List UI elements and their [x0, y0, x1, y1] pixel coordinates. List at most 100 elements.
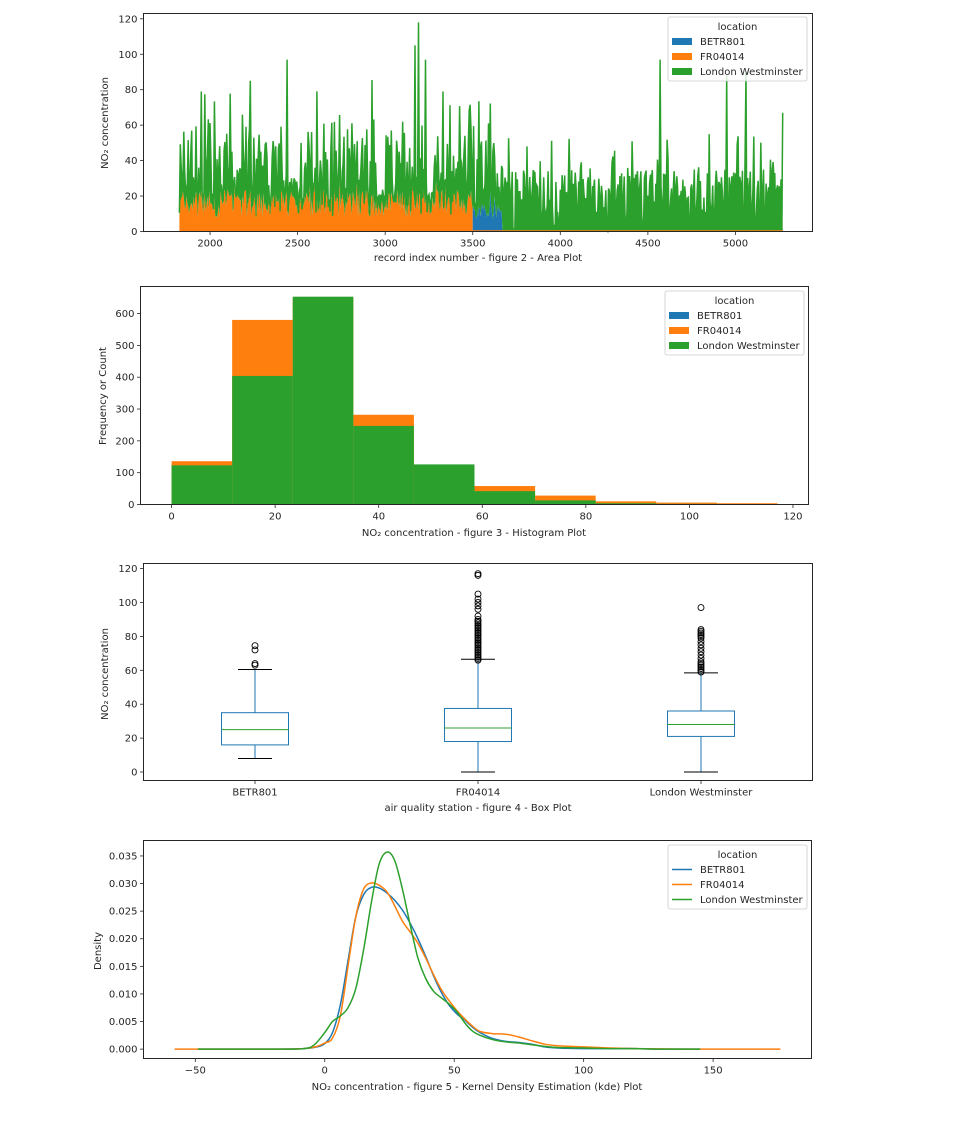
box-outlier — [474, 602, 482, 610]
y-tick-label: 400 — [115, 373, 134, 384]
x-tick-label: FR04014 — [456, 788, 501, 799]
box-London-Westminster — [667, 604, 735, 773]
box-outlier — [697, 648, 705, 656]
y-tick-label: 600 — [115, 309, 134, 320]
area-y-ticks: 0 20 40 60 80 100 120 — [118, 14, 144, 238]
histogram-bar-FR04014 — [716, 503, 778, 505]
x-tick-label: 4000 — [548, 239, 573, 250]
box-outlier — [697, 641, 705, 649]
kde-plot: −50 0 50 100 150 0.0000.0050.0100.0150.0200.… — [93, 840, 812, 1093]
legend-entry-label: BETR801 — [697, 311, 742, 322]
area-fill-BETR801 — [472, 191, 503, 232]
kde-line-FR04014 — [174, 882, 781, 1050]
y-tick-label: 40 — [125, 700, 138, 711]
x-tick-label: 100 — [574, 1066, 593, 1077]
x-tick-label: BETR801 — [232, 788, 277, 799]
y-tick-label: 0 — [131, 227, 137, 238]
box-body — [667, 710, 735, 737]
histogram-bar-London-Westminster — [353, 425, 414, 505]
histogram-bar-London-Westminster — [535, 500, 596, 505]
x-tick-label: 0 — [168, 512, 174, 523]
y-tick-label: 100 — [118, 598, 137, 609]
box-outlier — [251, 646, 259, 654]
x-tick-label: 0 — [322, 1066, 328, 1077]
legend-swatch — [672, 68, 692, 75]
x-tick-label: 2500 — [285, 239, 310, 250]
kde-legend: location BETR801 FR04014 London Westminster — [667, 844, 808, 910]
legend-frame — [667, 844, 808, 910]
legend-swatch — [672, 53, 692, 60]
legend-entry-label: FR04014 — [700, 52, 745, 63]
histogram-bar-London-Westminster — [232, 375, 293, 505]
y-tick-label: 60 — [125, 666, 138, 677]
y-tick-label: 0.005 — [109, 1017, 138, 1028]
x-tick-label: 3500 — [460, 239, 485, 250]
histogram-legend: location BETR801 FR04014 London Westminster — [664, 290, 805, 356]
histogram-plot-frame — [140, 286, 809, 505]
box-plot: BETR801 FR04014 London Westminster 0 20 40 60… — [100, 563, 813, 814]
legend-title: location — [718, 22, 758, 33]
y-tick-label: 0.015 — [109, 962, 138, 973]
legend-entry-label: FR04014 — [700, 880, 745, 891]
y-tick-label: 40 — [125, 156, 138, 167]
legend-entry-label: FR04014 — [697, 326, 742, 337]
x-tick-label: 3000 — [372, 239, 397, 250]
histogram-bar-London-Westminster — [413, 464, 475, 505]
x-tick-label: 80 — [579, 512, 592, 523]
box-outlier — [697, 651, 705, 659]
box-FR04014 — [444, 570, 512, 773]
legend-swatch — [669, 327, 689, 334]
histogram-bar-London-Westminster — [595, 503, 657, 505]
y-tick-label: 120 — [118, 14, 137, 25]
box-outlier — [474, 595, 482, 603]
legend-entry-label: BETR801 — [700, 865, 745, 876]
y-tick-label: 300 — [115, 405, 134, 416]
box-x-axis-label: air quality station - figure 4 - Box Plo… — [384, 803, 571, 814]
histogram-bar-London-Westminster — [171, 465, 233, 505]
x-tick-label: 2000 — [197, 239, 222, 250]
area-legend: location BETR801 FR04014 London Westminster — [667, 16, 808, 82]
y-tick-label: 0.010 — [109, 989, 138, 1000]
box-body — [444, 707, 512, 743]
y-tick-label: 0.025 — [109, 907, 138, 918]
box-y-axis-label: NO₂ concentration — [100, 628, 111, 720]
legend-entry-label: London Westminster — [700, 895, 804, 906]
x-tick-label: 4500 — [635, 239, 660, 250]
y-tick-label: 80 — [125, 632, 138, 643]
box-outlier — [474, 605, 482, 613]
area-fill-FR04014 — [179, 176, 473, 232]
y-tick-label: 0.000 — [109, 1045, 138, 1056]
legend-frame — [667, 16, 808, 82]
box-marks — [221, 570, 735, 773]
box-outlier — [697, 644, 705, 652]
histogram-bar-London-Westminster — [474, 491, 536, 505]
histogram-x-axis-label: NO₂ concentration - figure 3 - Histogram… — [362, 528, 586, 539]
histogram-y-axis-label: Frequency or Count — [98, 347, 109, 445]
y-tick-label: 80 — [125, 85, 138, 96]
legend-swatch — [672, 38, 692, 45]
y-tick-label: 0 — [128, 500, 134, 511]
x-tick-label: 20 — [269, 512, 282, 523]
area-plot-frame — [143, 13, 813, 232]
histogram-y-ticks: 0 100 200 300 400 500 600 — [115, 309, 141, 511]
x-tick-label: 120 — [783, 512, 802, 523]
y-tick-label: 0.020 — [109, 934, 138, 945]
legend-entry-label: London Westminster — [697, 341, 801, 352]
y-tick-label: 200 — [115, 436, 134, 447]
area-x-ticks: 2000 2500 3000 3500 4000 4500 5000 — [197, 231, 748, 250]
y-tick-label: 0 — [131, 768, 137, 779]
box-x-ticks: BETR801 FR04014 London Westminster — [232, 780, 753, 799]
histogram-bar-FR04014 — [656, 502, 717, 505]
area-y-axis-label: NO₂ concentration — [100, 77, 111, 169]
histogram-plot: 0 20 40 60 80 100 120 0 100 200 300 400 500 600 NO₂ … — [98, 286, 809, 539]
box-BETR801 — [221, 642, 289, 759]
histogram-bar-FR04014 — [535, 495, 596, 505]
box-outlier — [251, 660, 259, 667]
legend-title: location — [718, 850, 758, 861]
histogram-marks — [171, 296, 778, 505]
box-outlier — [251, 642, 259, 650]
area-x-axis-label: record index number - figure 2 - Area Pl… — [374, 253, 582, 264]
x-tick-label: 5000 — [723, 239, 748, 250]
kde-y-ticks: 0.000 0.005 0.010 0.015 0.020 0.025 0.030 0.035 — [109, 851, 144, 1056]
